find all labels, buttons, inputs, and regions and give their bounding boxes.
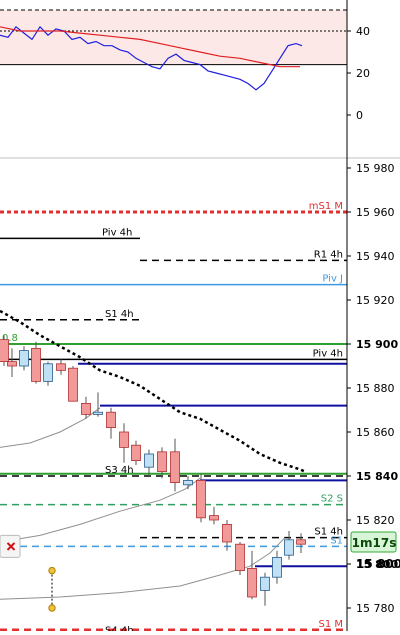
price-tick-label: 15 900 [356, 338, 398, 351]
candle-body [56, 363, 66, 371]
candle-body [131, 444, 141, 462]
candle-bearish [222, 520, 232, 551]
oscillator-tick-label: 20 [356, 67, 370, 80]
fibonacci-arc-curve [0, 537, 286, 600]
price-tick-label: 15 780 [356, 602, 395, 615]
close-icon [6, 542, 16, 551]
candle-bullish [19, 346, 29, 371]
timer-badge-frame [350, 531, 397, 553]
candle-bearish [131, 440, 141, 465]
candle-body [19, 350, 29, 367]
price-tick-label: 15 820 [356, 514, 395, 527]
candle-bullish [144, 449, 154, 476]
candle-body [284, 539, 294, 556]
price-tick-label: 15 840 [356, 470, 398, 483]
oscillator-series-line [0, 26, 300, 68]
candle-body [7, 361, 17, 367]
oscillator-series-line [0, 25, 303, 91]
price-tick-label: 15 980 [356, 162, 395, 175]
candle-bullish [183, 476, 193, 490]
candle-body [0, 339, 9, 363]
fibonacci-arc-curve [0, 477, 201, 543]
candle-body [68, 367, 78, 402]
candle-bearish [296, 533, 306, 553]
candle-bearish [247, 550, 257, 600]
candle-body [209, 515, 219, 521]
candle-bearish [196, 473, 206, 523]
oscillator-panel: 40 20 0 [0, 9, 370, 122]
candle-body [157, 451, 167, 472]
candle-body [235, 543, 245, 572]
level-label: S4 4h [105, 626, 134, 631]
candle-bearish [170, 438, 180, 492]
oscillator-band [0, 10, 347, 65]
last-price-label: 15 800 [356, 557, 400, 571]
price-panel: mS1 M Piv 4h R1 4h Piv J S1 4h 0.8 Piv 4h S3 4h… [0, 162, 400, 635]
price-tick-label: 15 940 [356, 250, 395, 263]
candle-bearish [31, 341, 41, 384]
bar-timer-badge: 1m17s [350, 531, 397, 553]
delete-drawing-button[interactable] [0, 534, 21, 558]
level-label: 0.8 [2, 333, 18, 344]
price-tick-label: 15 800 [356, 558, 398, 571]
level-label: S2 S [321, 494, 343, 505]
price-tick-label: 15 920 [356, 294, 395, 307]
oscillator-tick-label: 0 [356, 109, 363, 122]
level-label: S1 M [318, 619, 343, 630]
timer-label: 1m17s [352, 536, 397, 550]
price-tick-label: 15 860 [356, 426, 395, 439]
candle-body [144, 453, 154, 468]
candle-body [222, 524, 232, 543]
fibonacci-arc-curve [0, 407, 101, 448]
oscillator-tick-label: 40 [356, 25, 370, 38]
level-label: S1 4h [314, 527, 343, 538]
close-icon-stroke [6, 542, 16, 551]
moving-average-line [0, 309, 306, 473]
candle-bullish [260, 572, 270, 606]
anchor-point-marker [48, 566, 56, 575]
candle-bullish [43, 361, 53, 386]
candle-bearish [235, 542, 245, 575]
level-label: Piv 4h [102, 227, 132, 238]
candle-body [170, 451, 180, 483]
candle-bullish [284, 531, 294, 560]
level-label: S1 4h [105, 309, 134, 320]
candle-bullish [93, 392, 103, 417]
candle-body [119, 431, 129, 448]
candle-bearish [7, 348, 17, 377]
candle-bullish [272, 550, 282, 584]
anchor-point-marker [48, 604, 56, 612]
level-label: Piv 4h [313, 348, 343, 359]
candle-body [93, 411, 103, 415]
candle-body [247, 568, 257, 598]
candle-body [260, 576, 270, 591]
candle-bearish [119, 423, 129, 463]
price-tick-label: 15 880 [356, 382, 395, 395]
candle-body [272, 557, 282, 578]
candle-body [296, 539, 306, 545]
price-tick-label: 15 960 [356, 206, 395, 219]
candle-body [81, 402, 91, 415]
level-label: Piv J [322, 274, 343, 285]
candle-bearish [157, 447, 167, 479]
candle-body [43, 363, 53, 382]
candle-body [196, 479, 206, 519]
candle-bearish [56, 359, 66, 375]
candle-body [106, 411, 116, 429]
candle-body [31, 347, 41, 382]
candle-bearish [68, 366, 78, 402]
candle-bearish [106, 407, 116, 439]
level-label: R1 4h [314, 249, 343, 260]
level-label: S3 4h [105, 465, 134, 476]
level-label: mS1 M [309, 201, 343, 212]
candle-bearish [0, 335, 9, 366]
candle-bearish [209, 506, 219, 525]
candle-body [183, 479, 193, 486]
level-label: S1 [330, 535, 343, 546]
candle-bearish [81, 396, 91, 419]
